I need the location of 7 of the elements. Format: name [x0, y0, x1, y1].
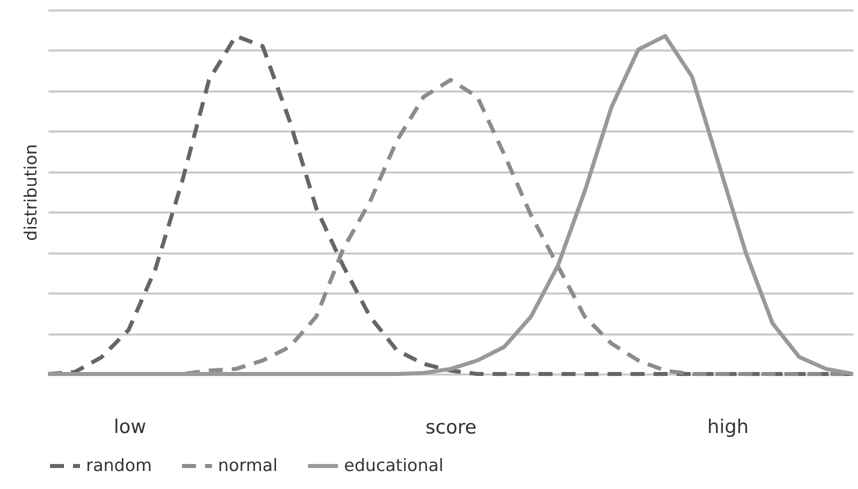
legend-label: educational	[344, 456, 444, 476]
y-axis-title: distribution	[22, 144, 42, 241]
text: high	[707, 416, 749, 438]
legend-label: random	[86, 456, 152, 476]
text: low	[114, 416, 146, 438]
x-axis-title: score	[425, 416, 477, 438]
legend-label: normal	[218, 456, 278, 476]
